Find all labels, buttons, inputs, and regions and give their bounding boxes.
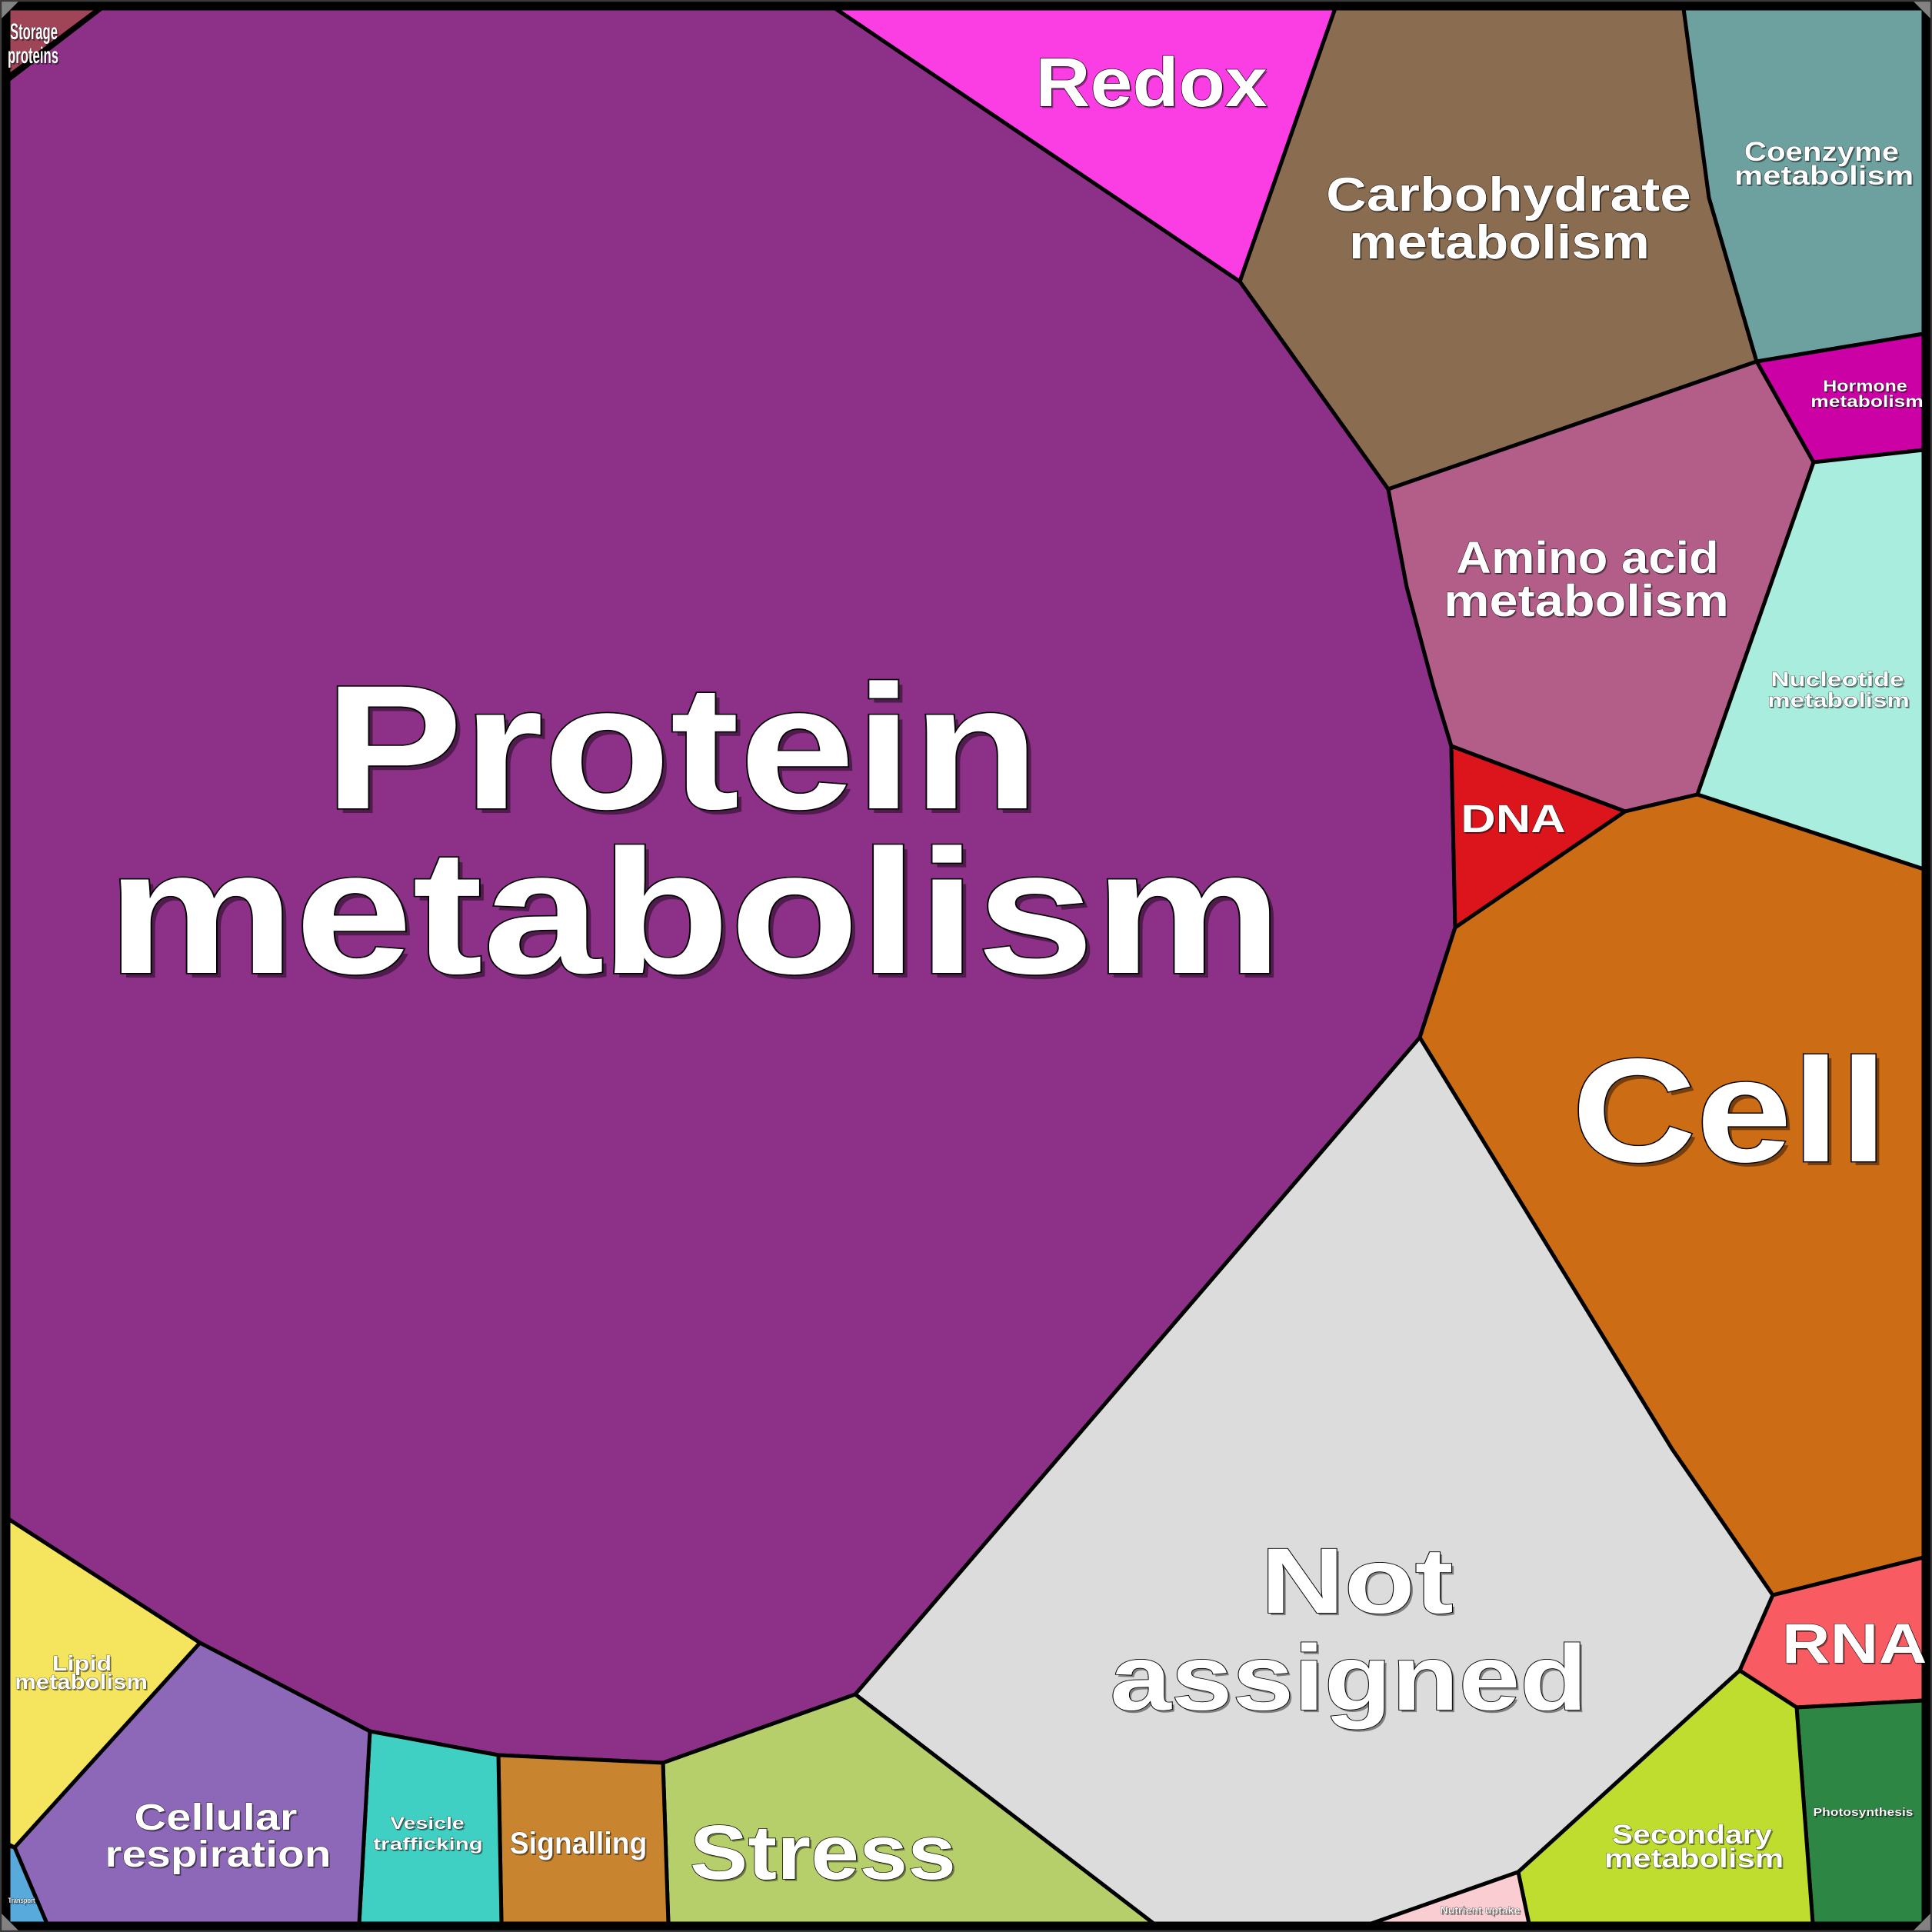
svg-text:Cell: Cell — [1572, 1028, 1888, 1193]
svg-text:Lipid: Lipid — [52, 1651, 112, 1675]
svg-text:Carbohydrate: Carbohydrate — [1327, 170, 1693, 223]
svg-text:Amino acid: Amino acid — [1457, 535, 1720, 585]
svg-text:Amino acid: Amino acid — [1456, 533, 1719, 583]
svg-text:Storage: Storage — [12, 21, 59, 46]
svg-text:metabolism: metabolism — [107, 813, 1282, 1011]
svg-text:Cellular: Cellular — [135, 1797, 298, 1838]
svg-text:respiration: respiration — [106, 1836, 332, 1877]
svg-text:metabolism: metabolism — [1810, 393, 1924, 411]
svg-text:Storage: Storage — [10, 19, 58, 45]
svg-text:Lipid: Lipid — [54, 1653, 113, 1677]
svg-text:Secondary: Secondary — [1612, 1820, 1773, 1850]
svg-text:metabolism: metabolism — [16, 1671, 149, 1695]
svg-text:metabolism: metabolism — [1769, 690, 1911, 713]
svg-text:Photosynthesis: Photosynthesis — [1814, 1807, 1914, 1820]
svg-text:Nutrient uptake: Nutrient uptake — [1441, 1904, 1521, 1916]
svg-text:metabolism: metabolism — [1349, 216, 1650, 269]
svg-text:assigned: assigned — [1112, 1627, 1590, 1732]
svg-text:metabolism: metabolism — [1812, 395, 1925, 412]
svg-text:respiration: respiration — [105, 1834, 331, 1875]
svg-text:trafficking: trafficking — [375, 1836, 484, 1855]
svg-text:Hormone: Hormone — [1824, 379, 1909, 397]
svg-text:assigned: assigned — [1110, 1625, 1587, 1730]
svg-text:Redox: Redox — [1035, 45, 1267, 122]
svg-text:Coenzyme: Coenzyme — [1744, 137, 1899, 167]
svg-text:metabolism: metabolism — [1606, 1845, 1785, 1875]
svg-text:Secondary: Secondary — [1614, 1821, 1774, 1851]
svg-text:RNA: RNA — [1784, 1614, 1929, 1677]
svg-text:metabolism: metabolism — [1444, 576, 1729, 626]
svg-text:metabolism: metabolism — [1604, 1844, 1784, 1874]
svg-text:DNA: DNA — [1461, 797, 1565, 841]
svg-text:Nucleotide: Nucleotide — [1772, 669, 1906, 692]
svg-text:Signalling: Signalling — [511, 1828, 649, 1862]
svg-text:Vesicle: Vesicle — [391, 1815, 466, 1834]
svg-text:metabolism: metabolism — [15, 1670, 148, 1694]
svg-text:Carbohydrate: Carbohydrate — [1326, 168, 1691, 222]
svg-text:Not: Not — [1263, 1531, 1456, 1635]
svg-text:Nucleotide: Nucleotide — [1770, 668, 1904, 691]
svg-text:Stress: Stress — [690, 1810, 956, 1896]
svg-text:trafficking: trafficking — [373, 1834, 482, 1854]
svg-text:Transport: Transport — [9, 1898, 36, 1906]
svg-text:metabolism: metabolism — [1351, 218, 1651, 271]
svg-text:metabolism: metabolism — [1734, 161, 1914, 191]
svg-text:Stress: Stress — [692, 1812, 958, 1898]
svg-text:Nutrient uptake: Nutrient uptake — [1441, 1906, 1521, 1917]
svg-text:Protein: Protein — [329, 653, 1044, 851]
svg-text:RNA: RNA — [1782, 1613, 1927, 1675]
svg-text:Cell: Cell — [1576, 1031, 1892, 1197]
svg-text:metabolism: metabolism — [112, 818, 1287, 1015]
svg-text:proteins: proteins — [9, 45, 60, 70]
svg-text:proteins: proteins — [8, 43, 58, 68]
svg-text:Not: Not — [1261, 1528, 1454, 1633]
svg-text:Transport: Transport — [8, 1897, 35, 1904]
svg-text:Protein: Protein — [325, 648, 1040, 846]
svg-text:metabolism: metabolism — [1767, 688, 1910, 711]
svg-text:Hormone: Hormone — [1823, 378, 1907, 395]
svg-text:metabolism: metabolism — [1445, 578, 1730, 628]
svg-text:DNA: DNA — [1462, 798, 1567, 842]
svg-text:Vesicle: Vesicle — [390, 1814, 465, 1833]
svg-text:Redox: Redox — [1038, 46, 1270, 123]
svg-text:Coenzyme: Coenzyme — [1746, 138, 1900, 168]
svg-text:metabolism: metabolism — [1736, 162, 1915, 192]
svg-text:Cellular: Cellular — [135, 1799, 298, 1840]
svg-text:Signalling: Signalling — [510, 1827, 648, 1860]
svg-text:Photosynthesis: Photosynthesis — [1814, 1806, 1914, 1819]
